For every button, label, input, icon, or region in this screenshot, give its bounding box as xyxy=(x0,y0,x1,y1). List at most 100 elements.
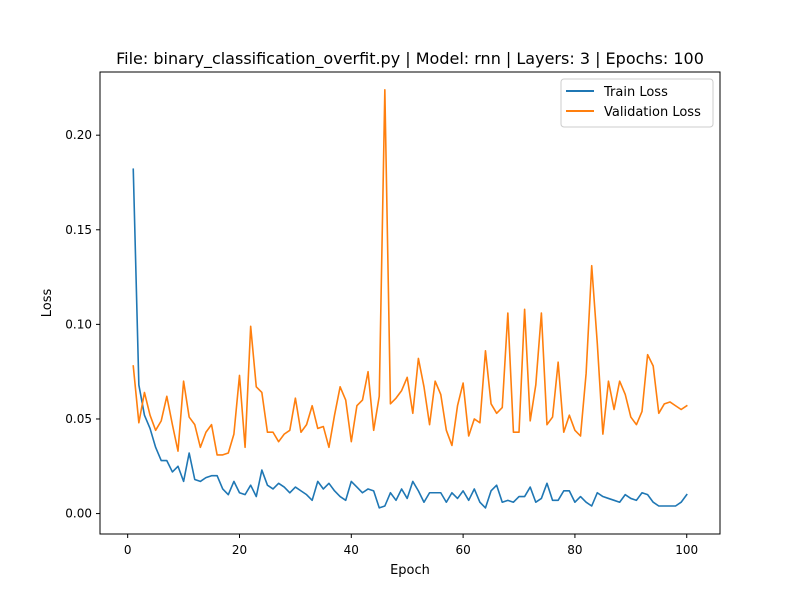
x-tick-label: 40 xyxy=(344,543,359,557)
data-point-train-loss xyxy=(323,488,325,490)
data-point-train-loss xyxy=(233,481,235,483)
y-tick-label: 0.00 xyxy=(65,507,92,521)
data-point-train-loss xyxy=(351,481,353,483)
data-point-train-loss xyxy=(362,492,364,494)
data-point-train-loss xyxy=(166,460,168,462)
x-tick-label: 20 xyxy=(232,543,247,557)
data-point-validation-loss xyxy=(591,265,593,267)
data-point-validation-loss xyxy=(652,365,654,367)
data-point-validation-loss xyxy=(680,409,682,411)
data-point-train-loss xyxy=(188,452,190,454)
data-point-train-loss xyxy=(636,500,638,502)
data-point-train-loss xyxy=(546,483,548,485)
data-point-validation-loss xyxy=(211,424,213,426)
data-point-train-loss xyxy=(250,484,252,486)
data-point-validation-loss xyxy=(641,411,643,413)
data-point-train-loss xyxy=(183,481,185,483)
data-point-train-loss xyxy=(557,500,559,502)
data-point-validation-loss xyxy=(451,445,453,447)
data-point-train-loss xyxy=(311,500,313,502)
data-point-validation-loss xyxy=(596,343,598,345)
data-point-validation-loss xyxy=(345,399,347,401)
legend-label-validation-loss: Validation Loss xyxy=(604,105,701,120)
data-point-validation-loss xyxy=(138,422,140,424)
data-point-validation-loss xyxy=(608,380,610,382)
data-point-validation-loss xyxy=(501,407,503,409)
data-point-validation-loss xyxy=(267,431,269,433)
data-point-train-loss xyxy=(652,501,654,503)
data-point-validation-loss xyxy=(166,395,168,397)
data-point-train-loss xyxy=(267,484,269,486)
data-point-train-loss xyxy=(496,484,498,486)
data-point-validation-loss xyxy=(485,350,487,352)
data-point-validation-loss xyxy=(390,403,392,405)
data-point-train-loss xyxy=(535,501,537,503)
data-point-validation-loss xyxy=(261,392,263,394)
data-point-train-loss xyxy=(686,494,688,496)
data-point-train-loss xyxy=(619,501,621,503)
data-point-validation-loss xyxy=(457,405,459,407)
data-point-train-loss xyxy=(222,488,224,490)
data-point-train-loss xyxy=(334,490,336,492)
data-point-train-loss xyxy=(283,486,285,488)
data-point-train-loss xyxy=(149,428,151,430)
legend: Train Loss Validation Loss xyxy=(560,78,714,128)
data-point-train-loss xyxy=(518,496,520,498)
x-tick-label: 80 xyxy=(567,543,582,557)
data-point-validation-loss xyxy=(401,390,403,392)
data-point-validation-loss xyxy=(155,430,157,432)
data-point-validation-loss xyxy=(636,424,638,426)
data-point-train-loss xyxy=(401,488,403,490)
data-point-validation-loss xyxy=(647,354,649,356)
data-point-train-loss xyxy=(328,483,330,485)
x-tick-label: 0 xyxy=(124,543,132,557)
data-point-train-loss xyxy=(541,498,543,500)
data-point-train-loss xyxy=(367,488,369,490)
data-point-validation-loss xyxy=(149,414,151,416)
data-point-train-loss xyxy=(384,505,386,507)
data-point-validation-loss xyxy=(188,416,190,418)
data-point-validation-loss xyxy=(239,375,241,377)
data-point-validation-loss xyxy=(664,403,666,405)
data-point-validation-loss xyxy=(278,441,280,443)
data-point-train-loss xyxy=(563,490,565,492)
data-point-validation-loss xyxy=(222,454,224,456)
data-point-train-loss xyxy=(216,475,218,477)
y-tick-label: 0.10 xyxy=(65,317,92,331)
data-point-train-loss xyxy=(490,490,492,492)
data-point-validation-loss xyxy=(233,433,235,435)
data-point-train-loss xyxy=(418,490,420,492)
data-point-train-loss xyxy=(345,500,347,502)
data-point-validation-loss xyxy=(339,386,341,388)
data-point-validation-loss xyxy=(144,392,146,394)
data-point-validation-loss xyxy=(473,418,475,420)
legend-label-train-loss: Train Loss xyxy=(603,85,668,100)
data-point-validation-loss xyxy=(630,416,632,418)
data-point-validation-loss xyxy=(306,424,308,426)
data-point-validation-loss xyxy=(518,431,520,433)
data-point-validation-loss xyxy=(272,431,274,433)
data-point-train-loss xyxy=(406,498,408,500)
data-point-train-loss xyxy=(580,496,582,498)
data-point-validation-loss xyxy=(395,397,397,399)
data-point-validation-loss xyxy=(585,373,587,375)
data-point-train-loss xyxy=(680,501,682,503)
y-tick-label: 0.05 xyxy=(65,412,92,426)
data-point-validation-loss xyxy=(546,424,548,426)
data-point-validation-loss xyxy=(462,382,464,384)
data-point-validation-loss xyxy=(378,395,380,397)
data-point-validation-loss xyxy=(490,403,492,405)
x-tick-label: 60 xyxy=(455,543,470,557)
data-point-validation-loss xyxy=(362,399,364,401)
data-point-train-loss xyxy=(585,501,587,503)
data-point-train-loss xyxy=(132,168,134,170)
data-point-train-loss xyxy=(524,496,526,498)
data-point-validation-loss xyxy=(406,377,408,379)
data-point-validation-loss xyxy=(557,361,559,363)
data-point-validation-loss xyxy=(283,433,285,435)
data-point-validation-loss xyxy=(317,428,319,430)
data-point-validation-loss xyxy=(675,405,677,407)
data-point-validation-loss xyxy=(412,413,414,415)
data-point-validation-loss xyxy=(328,447,330,449)
data-point-validation-loss xyxy=(183,380,185,382)
